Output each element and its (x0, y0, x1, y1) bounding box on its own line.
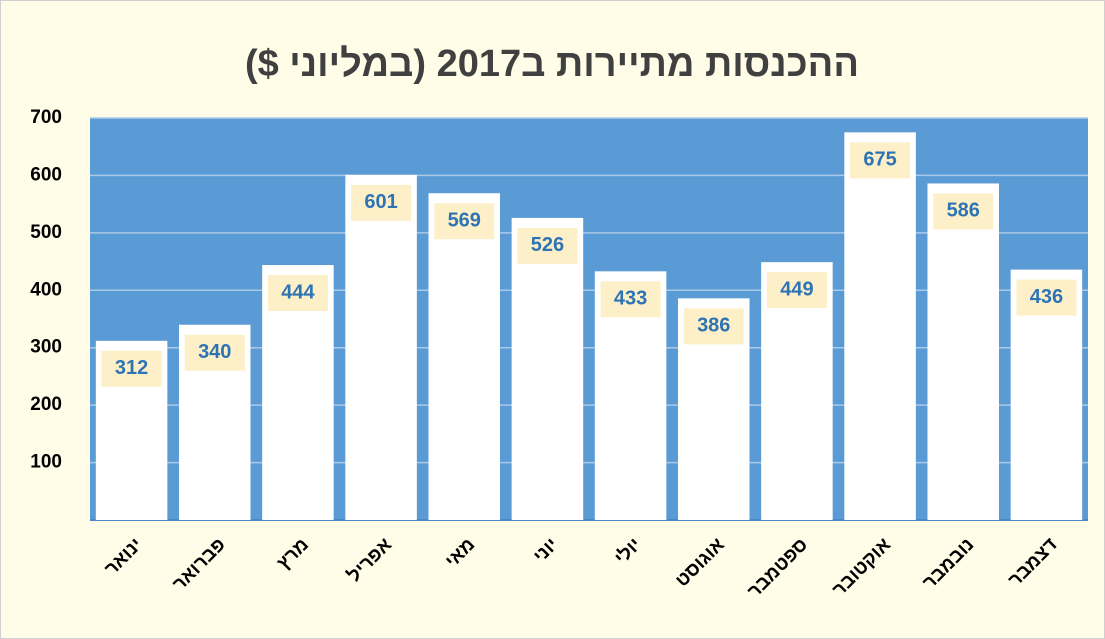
bar (345, 175, 417, 520)
value-label: 386 (697, 315, 730, 337)
bar (428, 193, 500, 520)
value-label: 449 (780, 278, 813, 300)
y-tick-label: 100 (30, 452, 62, 473)
y-tick-label: 200 (30, 394, 62, 415)
bar (927, 183, 999, 520)
value-label: 436 (1030, 286, 1063, 308)
value-label: 586 (947, 200, 980, 222)
page: ההכנסות מתיירות ב2017 (במליוני $) 100 200… (0, 0, 1105, 639)
value-label: 340 (198, 341, 231, 363)
value-label: 675 (863, 149, 896, 171)
value-label: 601 (364, 191, 397, 213)
y-tick-label: 700 (30, 107, 62, 128)
value-label: 444 (281, 281, 315, 303)
chart-title: ההכנסות מתיירות ב2017 (במליוני $) (245, 43, 859, 85)
bar (844, 132, 916, 520)
value-label: 569 (448, 210, 481, 232)
y-tick-label: 600 (30, 164, 62, 185)
value-label: 526 (531, 234, 564, 256)
y-tick-label: 500 (30, 222, 62, 243)
y-tick-label: 400 (30, 279, 62, 300)
value-label: 433 (614, 288, 647, 310)
chart: ההכנסות מתיירות ב2017 (במליוני $) 100 200… (0, 0, 1105, 639)
value-label: 312 (115, 357, 148, 379)
y-tick-label: 300 (30, 337, 62, 358)
